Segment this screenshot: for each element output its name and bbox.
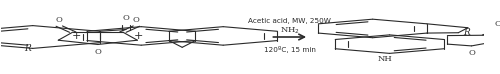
Text: 120ºC, 15 min: 120ºC, 15 min — [264, 46, 316, 53]
Text: Acetic acid, MW, 250W: Acetic acid, MW, 250W — [248, 18, 331, 24]
Text: +: + — [72, 31, 81, 41]
Text: NH: NH — [378, 55, 392, 63]
Text: O: O — [133, 16, 140, 24]
Text: O: O — [122, 14, 130, 22]
Text: NH$_2$: NH$_2$ — [280, 25, 300, 36]
Text: O: O — [494, 20, 500, 28]
Text: +: + — [134, 31, 143, 41]
Text: O: O — [56, 16, 62, 24]
Text: O: O — [94, 48, 102, 56]
Text: R: R — [463, 28, 470, 36]
Text: R: R — [24, 44, 31, 53]
Text: O: O — [468, 49, 475, 57]
